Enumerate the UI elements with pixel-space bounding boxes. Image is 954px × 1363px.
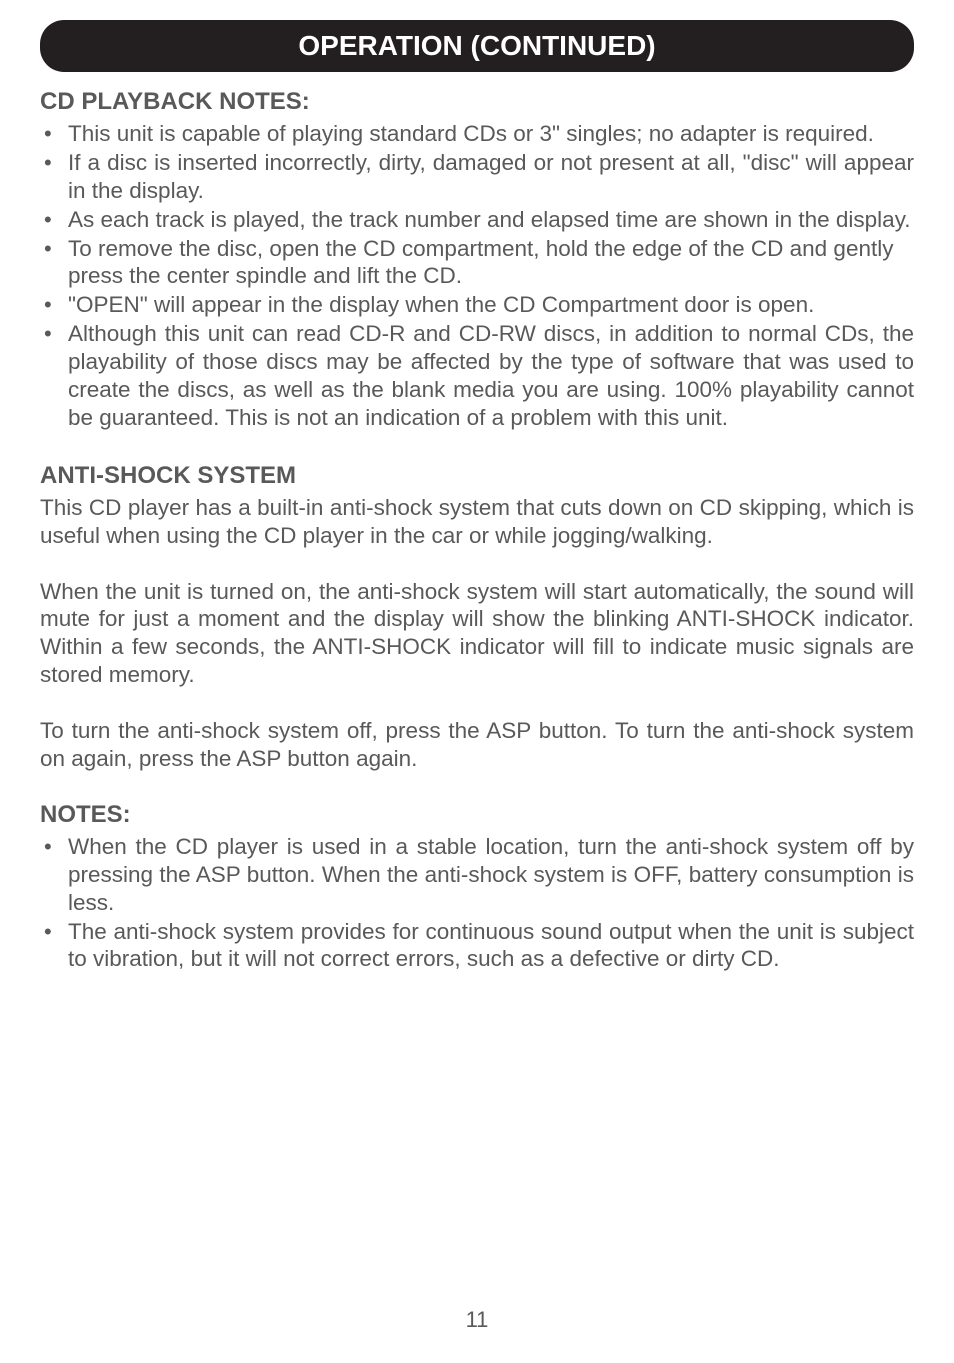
list-item: To remove the disc, open the CD compartm… — [40, 235, 914, 291]
page-header: OPERATION (CONTINUED) — [40, 20, 914, 72]
anti-shock-para-1: This CD player has a built-in anti-shock… — [40, 494, 914, 550]
list-item: If a disc is inserted incorrectly, dirty… — [40, 149, 914, 205]
notes-heading: NOTES: — [40, 801, 914, 829]
list-item: "OPEN" will appear in the display when t… — [40, 291, 914, 319]
notes-list: When the CD player is used in a stable l… — [40, 833, 914, 973]
anti-shock-para-3: To turn the anti-shock system off, press… — [40, 717, 914, 773]
list-item: The anti-shock system provides for conti… — [40, 918, 914, 974]
list-item: As each track is played, the track numbe… — [40, 206, 914, 234]
page-number: 11 — [0, 1307, 954, 1333]
anti-shock-heading: ANTI-SHOCK SYSTEM — [40, 462, 914, 490]
anti-shock-para-2: When the unit is turned on, the anti-sho… — [40, 578, 914, 690]
cd-playback-heading: CD PLAYBACK NOTES: — [40, 88, 914, 116]
list-item: This unit is capable of playing standard… — [40, 120, 914, 148]
list-item: When the CD player is used in a stable l… — [40, 833, 914, 917]
header-title: OPERATION (CONTINUED) — [298, 30, 655, 61]
list-item: Although this unit can read CD-R and CD-… — [40, 320, 914, 432]
cd-playback-list: This unit is capable of playing standard… — [40, 120, 914, 432]
